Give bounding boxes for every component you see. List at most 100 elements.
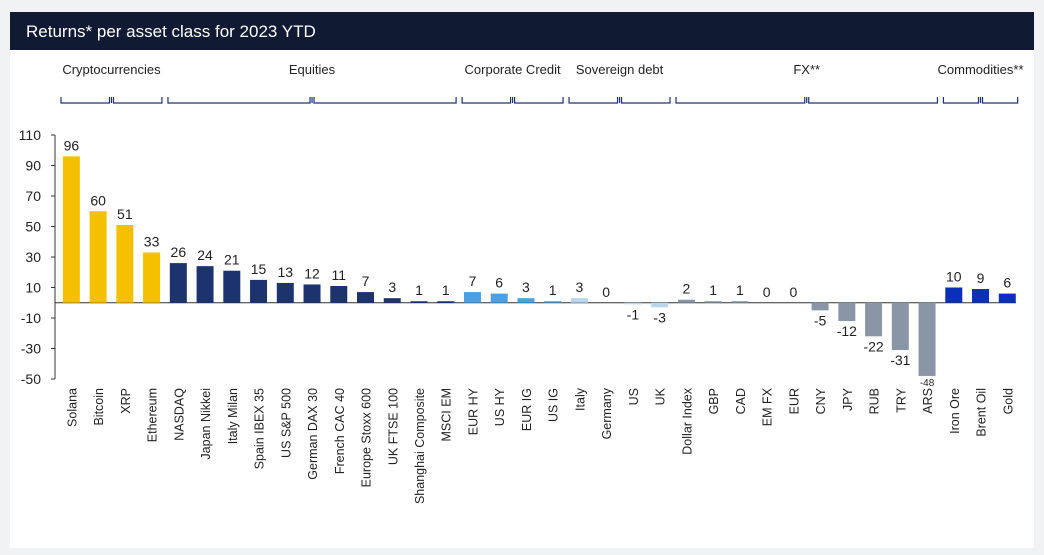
y-tick-label: 10 [25,280,41,296]
data-label: 10 [946,269,962,285]
bar-us-hy [490,293,508,303]
category-label: Italy Milan [226,388,240,444]
bar-italy [570,298,588,303]
bar-cad [731,301,749,303]
category-label: Japan Nikkei [199,388,213,460]
y-tick-label: 90 [25,158,41,174]
data-label: 7 [469,273,477,289]
category-label: Gold [1001,388,1015,414]
data-label: 26 [171,244,187,260]
bar-solana [62,156,80,303]
bar-uk [651,302,669,308]
bar-eur-hy [463,292,481,303]
category-label: EUR HY [466,387,480,435]
bar-chart: 1109070503010-10-30-5096Solana60Bitcoin5… [19,62,1024,504]
category-label: CNY [814,387,828,414]
y-tick-label: -10 [21,310,41,326]
data-label: 1 [549,282,557,298]
category-label: XRP [119,388,133,414]
data-label: 0 [763,284,771,300]
category-label: Bitcoin [92,388,106,426]
category-label: Italy [573,387,587,411]
data-label: 9 [977,270,985,286]
category-label: US HY [493,387,507,426]
category-label: US [627,388,641,405]
bar-msci-em [437,301,455,303]
group-bracket [167,97,457,104]
category-label: Dollar Index [680,387,694,454]
category-label: Iron Ore [948,388,962,434]
y-tick-label: 110 [19,127,42,143]
data-label: 60 [90,192,106,208]
data-label: 0 [602,284,610,300]
group-label: Cryptocurrencies [62,62,161,77]
category-label: EUR IG [520,388,534,431]
group-bracket [675,97,939,104]
chart-card: Returns* per asset class for 2023 YTD 11… [10,12,1034,548]
category-label: UK [654,387,668,405]
group-bracket [60,97,163,104]
data-label: 3 [576,279,584,295]
bar-spain-ibex-35 [250,279,268,303]
bar-xrp [116,224,134,303]
data-label: 11 [331,267,346,283]
category-label: Ethereum [146,388,160,442]
data-label: 13 [278,264,294,280]
category-label: GBP [707,388,721,414]
bar-try [891,302,909,351]
data-label: 3 [388,279,396,295]
category-label: Europe Stoxx 600 [360,388,374,487]
category-label: CAD [734,388,748,414]
bar-brent-oil [972,289,990,303]
data-label: 96 [64,137,80,153]
chart-title: Returns* per asset class for 2023 YTD [26,22,316,41]
category-label: Solana [65,388,79,427]
group-label: FX** [793,62,820,77]
category-label: US IG [547,388,561,422]
bar-us [624,302,642,305]
y-tick-label: 50 [25,219,41,235]
y-tick-label: 30 [25,249,41,265]
data-label: 33 [144,233,160,249]
category-label: Germany [600,387,614,439]
group-label: Equities [289,62,336,77]
data-label: -12 [837,323,857,339]
bar-french-cac-40 [330,285,348,303]
category-label: UK FTSE 100 [386,388,400,465]
bar-cny [811,302,829,311]
bar-us-s-p-500 [276,282,294,303]
bar-rub [865,302,883,337]
bar-gbp [704,301,722,303]
data-label: 1 [736,282,744,298]
y-tick-label: -30 [21,341,41,357]
bar-nasdaq [169,263,187,303]
data-label: 6 [1003,275,1011,291]
group-bracket [461,97,564,104]
bar-jpy [838,302,856,322]
data-label: 51 [117,206,133,222]
bar-uk-ftse-100 [383,298,401,303]
data-label: 3 [522,279,530,295]
group-bracket [942,97,1019,104]
data-label: 12 [304,265,320,281]
data-label: 7 [362,273,370,289]
data-label: -3 [653,309,666,325]
category-label: MSCI EM [440,388,454,441]
group-bracket [568,97,671,104]
y-tick-label: -50 [21,371,41,387]
data-label: 21 [224,252,240,268]
bar-bitcoin [89,211,107,303]
data-label: 1 [442,282,450,298]
data-label: 24 [197,247,213,263]
data-label: 0 [789,284,797,300]
data-label: 1 [709,282,717,298]
data-label: -22 [863,338,883,354]
y-tick-label: 70 [25,188,41,204]
bar-dollar-index [677,299,695,303]
bar-japan-nikkei [196,266,214,303]
bar-italy-milan [223,270,241,303]
bar-eur-ig [517,298,535,303]
bar-ars [918,302,936,376]
data-label: -5 [814,312,827,328]
bar-us-ig [544,301,562,303]
